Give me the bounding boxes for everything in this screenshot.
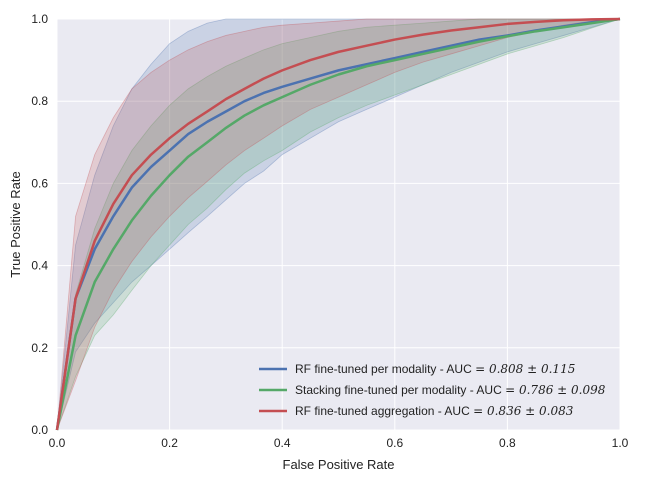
y-tick-label: 0.4	[31, 259, 48, 273]
x-axis-label: False Positive Rate	[283, 457, 395, 472]
y-tick-label: 0.2	[31, 341, 48, 355]
y-tick-label: 0.6	[31, 176, 48, 190]
legend-auc-2: = 0.786 ± 0.098	[505, 383, 606, 397]
x-tick-label: 0.2	[161, 436, 178, 450]
x-tick-label: 0.6	[386, 436, 403, 450]
legend-label-1: RF fine-tuned per modality - AUC = 0.808…	[295, 362, 575, 376]
legend-label-3: RF fine-tuned aggregation - AUC = 0.836 …	[295, 404, 574, 418]
y-tick-label: 0.8	[31, 94, 48, 108]
x-tick-label: 1.0	[612, 436, 629, 450]
series-line-2	[55, 17, 621, 431]
legend-auc-3: = 0.836 ± 0.083	[473, 404, 574, 418]
x-tick-labels: 0.0 0.2 0.4 0.6 0.8 1.0	[49, 436, 629, 450]
x-tick-label: 0.0	[49, 436, 66, 450]
confidence-bands	[56, 18, 621, 431]
y-tick-label: 1.0	[31, 12, 48, 26]
series-line-3	[55, 17, 621, 431]
y-tick-labels: 0.0 0.2 0.4 0.6 0.8 1.0	[31, 12, 48, 437]
series-lines	[55, 17, 621, 431]
x-tick-label: 0.8	[499, 436, 516, 450]
legend: RF fine-tuned per modality - AUC = 0.808…	[259, 362, 606, 418]
plot-background	[57, 19, 620, 430]
legend-auc-1: = 0.808 ± 0.115	[475, 362, 575, 376]
legend-label-2: Stacking fine-tuned per modality - AUC =…	[295, 383, 606, 397]
y-axis-label: True Positive Rate	[8, 171, 23, 277]
x-tick-label: 0.4	[274, 436, 291, 450]
y-tick-label: 0.0	[31, 423, 48, 437]
